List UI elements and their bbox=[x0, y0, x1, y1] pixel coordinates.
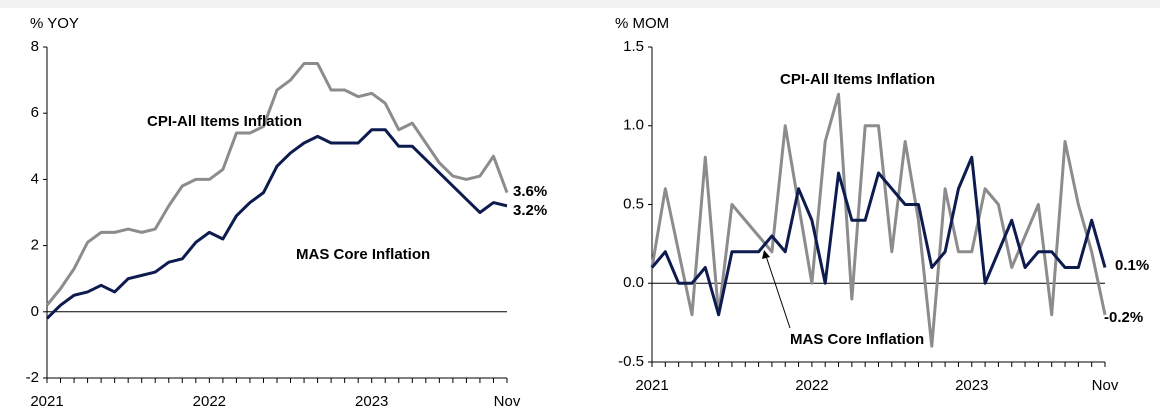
arrow-head bbox=[762, 250, 770, 259]
series-label: CPI-All Items Inflation bbox=[780, 71, 935, 88]
y-tick-label: -2 bbox=[26, 369, 39, 386]
value-label: 0.1% bbox=[1115, 257, 1149, 274]
x-tick-label: Nov bbox=[1092, 377, 1119, 394]
y-tick-label: -0.5 bbox=[618, 353, 644, 370]
y-axis-title: % MOM bbox=[615, 15, 669, 32]
annotation-arrow bbox=[765, 255, 791, 329]
x-tick-label: Nov bbox=[494, 393, 521, 410]
series-label: MAS Core Inflation bbox=[296, 246, 430, 263]
y-tick-label: 1.0 bbox=[623, 117, 644, 134]
y-tick-label: 4 bbox=[31, 170, 39, 187]
series-line bbox=[45, 128, 508, 320]
y-tick-label: 1.5 bbox=[623, 38, 644, 55]
y-tick-label: 6 bbox=[31, 104, 39, 121]
series-label: CPI-All Items Inflation bbox=[147, 113, 302, 130]
y-tick-label: 0.5 bbox=[623, 195, 644, 212]
value-label: -0.2% bbox=[1104, 309, 1143, 326]
y-tick-label: 0 bbox=[31, 303, 39, 320]
series-line bbox=[45, 62, 509, 307]
y-tick-label: 2 bbox=[31, 237, 39, 254]
value-label: 3.6% bbox=[513, 183, 547, 200]
value-label: 3.2% bbox=[513, 202, 547, 219]
y-axis-title: % YOY bbox=[30, 15, 79, 32]
y-tick-label: 8 bbox=[31, 38, 39, 55]
series-line bbox=[650, 155, 1107, 317]
x-tick-label: 2023 bbox=[955, 377, 988, 394]
top-band bbox=[0, 0, 1160, 8]
series-label: MAS Core Inflation bbox=[790, 331, 924, 348]
x-tick-label: 2022 bbox=[193, 393, 226, 410]
y-tick-label: 0.0 bbox=[623, 274, 644, 291]
x-tick-label: 2023 bbox=[355, 393, 388, 410]
x-tick-label: 2022 bbox=[795, 377, 828, 394]
x-tick-label: 2021 bbox=[635, 377, 668, 394]
x-tick-label: 2021 bbox=[30, 393, 63, 410]
series-line bbox=[650, 92, 1107, 348]
